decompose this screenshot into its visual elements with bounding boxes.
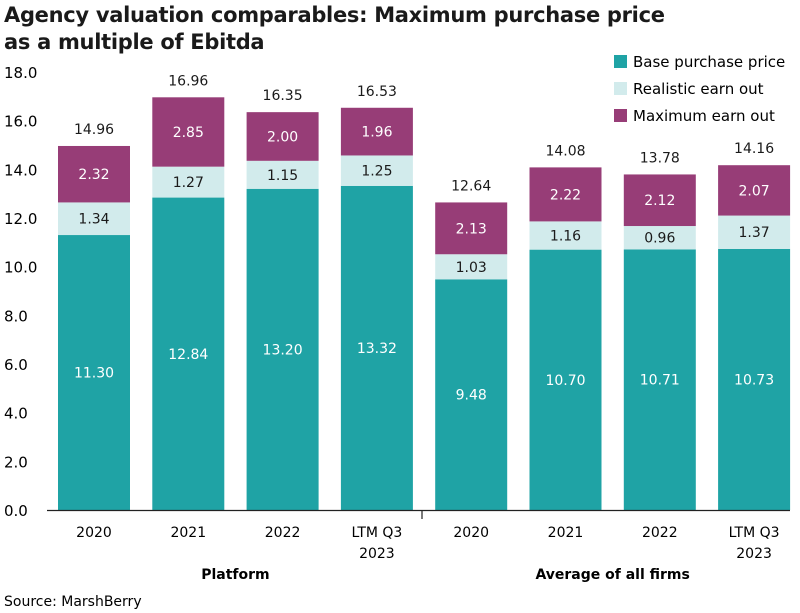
y-tick-label: 8.0: [4, 307, 28, 325]
bar-segment-maximum-earn-out: [58, 145, 130, 203]
y-tick-label: 6.0: [4, 356, 28, 374]
data-label: 0.96: [644, 231, 675, 247]
bar-segment-base-purchase-price: [152, 197, 225, 510]
x-tick-label: 2022: [265, 525, 301, 541]
bar-segment-realistic-earn-out: [152, 166, 225, 198]
total-label: 16.96: [168, 73, 208, 89]
y-tick-label: 10.0: [4, 259, 37, 277]
data-label: 9.48: [456, 388, 487, 404]
x-tick-label: 2020: [453, 525, 489, 541]
x-tick-label: 2021: [170, 525, 206, 541]
x-tick-label: 2021: [548, 525, 584, 541]
data-label: 1.03: [456, 260, 487, 276]
total-label: 16.35: [263, 88, 303, 104]
bar-segment-realistic-earn-out: [246, 160, 319, 189]
y-tick-label: 14.0: [4, 161, 37, 179]
total-label: 14.16: [734, 141, 774, 157]
data-label: 2.07: [739, 183, 770, 199]
y-tick-label: 16.0: [4, 113, 37, 131]
total-label: 13.78: [640, 150, 680, 166]
data-label: 13.32: [357, 341, 397, 357]
chart-title: Agency valuation comparables: Maximum pu…: [4, 3, 665, 54]
data-label: 2.13: [456, 221, 487, 237]
bar-segment-base-purchase-price: [435, 279, 508, 510]
x-tick-label: LTM Q3: [729, 525, 780, 541]
x-tick-label: 2023: [736, 546, 772, 562]
y-tick-label: 2.0: [4, 453, 28, 471]
x-tick-label: 2022: [642, 525, 678, 541]
bar-segment-base-purchase-price: [529, 249, 602, 510]
total-label: 12.64: [451, 178, 491, 194]
x-tick-label: 2020: [76, 525, 112, 541]
bar-segment-base-purchase-price: [340, 185, 413, 510]
bar-segment-maximum-earn-out: [718, 165, 791, 216]
data-label: 1.37: [739, 225, 770, 241]
bar-segment-realistic-earn-out: [529, 221, 602, 250]
total-label: 16.53: [357, 84, 397, 100]
data-label: 10.70: [545, 373, 585, 389]
legend-label: Maximum earn out: [633, 107, 775, 125]
x-tick-label: 2023: [359, 546, 395, 562]
data-label: 1.15: [267, 168, 298, 184]
y-tick-label: 0.0: [4, 502, 28, 520]
bar-segment-base-purchase-price: [718, 248, 791, 511]
group-label: Platform: [201, 567, 269, 583]
total-label: 14.08: [545, 143, 585, 159]
data-label: 1.25: [361, 164, 392, 180]
bar-segment-maximum-earn-out: [623, 174, 696, 227]
y-tick-label: 18.0: [4, 64, 37, 82]
bar-segment-maximum-earn-out: [152, 97, 225, 167]
x-tick-label: LTM Q3: [351, 525, 402, 541]
bar-segment-realistic-earn-out: [718, 215, 791, 249]
legend-swatch: [614, 82, 627, 95]
y-tick-label: 4.0: [4, 405, 28, 423]
group-label: Average of all firms: [535, 567, 689, 583]
source-note: Source: MarshBerry: [4, 594, 142, 610]
data-label: 2.22: [550, 187, 581, 203]
data-label: 1.27: [173, 175, 204, 191]
bar-segment-maximum-earn-out: [340, 107, 413, 156]
bar-segment-maximum-earn-out: [435, 202, 508, 255]
bar-segment-base-purchase-price: [623, 249, 696, 510]
data-label: 1.16: [550, 229, 581, 245]
data-label: 2.32: [78, 167, 109, 183]
legend-swatch: [614, 55, 627, 68]
legend-swatch: [614, 109, 627, 122]
data-label: 11.30: [74, 366, 114, 382]
y-tick-label: 12.0: [4, 210, 37, 228]
legend-label: Realistic earn out: [633, 80, 764, 98]
bar-segment-maximum-earn-out: [529, 167, 602, 222]
bar-segment-base-purchase-price: [58, 235, 130, 511]
data-label: 1.96: [361, 125, 392, 141]
data-label: 2.12: [644, 193, 675, 209]
data-label: 10.73: [734, 372, 774, 388]
data-label: 1.34: [78, 212, 109, 228]
bar-segment-realistic-earn-out: [340, 155, 413, 186]
bar-segment-realistic-earn-out: [58, 202, 130, 236]
bar-segment-maximum-earn-out: [246, 112, 319, 161]
bar-segment-realistic-earn-out: [435, 254, 508, 280]
data-label: 2.85: [173, 125, 204, 141]
data-label: 12.84: [168, 347, 208, 363]
bar-segment-base-purchase-price: [246, 188, 319, 511]
data-label: 10.71: [640, 373, 680, 389]
data-label: 13.20: [263, 342, 303, 358]
bar-segment-realistic-earn-out: [623, 226, 696, 250]
total-label: 14.96: [74, 122, 114, 138]
legend-label: Base purchase price: [633, 53, 785, 71]
data-label: 2.00: [267, 129, 298, 145]
